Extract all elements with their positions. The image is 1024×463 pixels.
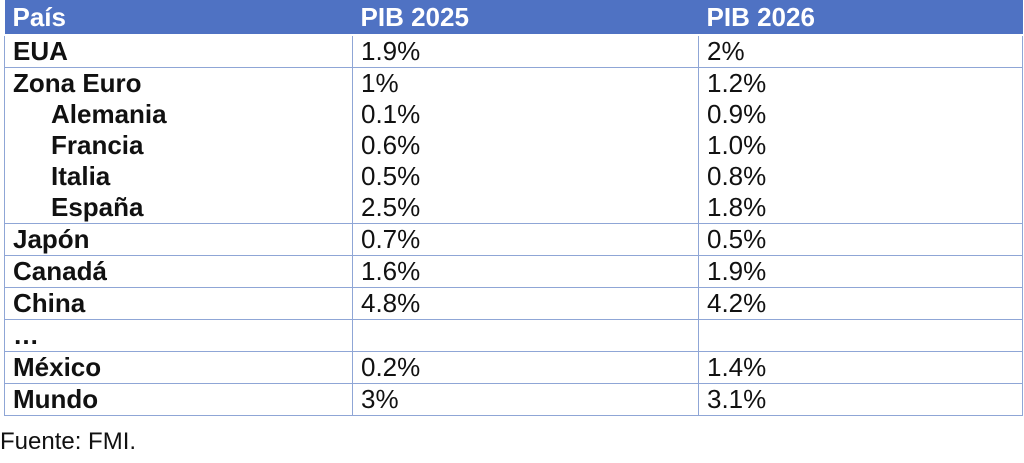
header-pib-2026: PIB 2026	[698, 0, 1023, 36]
pib-2025-cell: 2.5%	[352, 192, 699, 224]
pib-2025-cell: 1.6%	[352, 255, 699, 288]
country-cell: EUA	[4, 34, 353, 68]
pib-2025-cell: 0.6%	[352, 130, 699, 161]
pib-2026-cell: 3.1%	[698, 383, 1023, 416]
pib-2025-cell: 0.5%	[352, 161, 699, 192]
header-pib-2025: PIB 2025	[352, 0, 699, 36]
country-cell: México	[4, 351, 353, 384]
pib-2026-cell: 1.2%	[698, 67, 1023, 99]
pib-2025-cell	[352, 319, 699, 352]
pib-2026-cell: 1.4%	[698, 351, 1023, 384]
country-cell: China	[4, 287, 353, 320]
pib-2026-cell	[698, 319, 1023, 352]
table-body: EUA 1.9% 2% Zona Euro 1% 1.2% Alemania 0.1% 0.9%…	[4, 34, 1023, 416]
gdp-table: País PIB 2025 PIB 2026 EUA 1.9% 2% Zona Eur…	[4, 0, 1023, 416]
country-cell: Canadá	[4, 255, 353, 288]
pib-2025-cell: 0.2%	[352, 351, 699, 384]
table-row: EUA 1.9% 2%	[4, 34, 1023, 68]
country-cell: Zona Euro	[4, 67, 353, 99]
pib-2026-cell: 1.0%	[698, 130, 1023, 161]
pib-2025-cell: 0.7%	[352, 223, 699, 256]
table-row: Alemania 0.1% 0.9%	[4, 99, 1023, 130]
header-row: País PIB 2025 PIB 2026	[4, 0, 1023, 36]
pib-2026-cell: 1.8%	[698, 192, 1023, 224]
pib-2025-cell: 1.9%	[352, 34, 699, 68]
country-cell: España	[4, 192, 353, 224]
table-row: Zona Euro 1% 1.2%	[4, 67, 1023, 99]
table-row: China 4.8% 4.2%	[4, 287, 1023, 320]
pib-2026-cell: 0.9%	[698, 99, 1023, 130]
country-cell: Francia	[4, 130, 353, 161]
pib-2026-cell: 0.8%	[698, 161, 1023, 192]
table-row: Japón 0.7% 0.5%	[4, 223, 1023, 256]
table-row: Italia 0.5% 0.8%	[4, 161, 1023, 192]
pib-2025-cell: 3%	[352, 383, 699, 416]
country-cell: Italia	[4, 161, 353, 192]
pib-2025-cell: 4.8%	[352, 287, 699, 320]
country-cell: Mundo	[4, 383, 353, 416]
table-row: España 2.5% 1.8%	[4, 192, 1023, 224]
pib-2025-cell: 1%	[352, 67, 699, 99]
table-row: México 0.2% 1.4%	[4, 351, 1023, 384]
pib-2026-cell: 1.9%	[698, 255, 1023, 288]
country-cell: Japón	[4, 223, 353, 256]
country-cell: Alemania	[4, 99, 353, 130]
pib-2026-cell: 2%	[698, 34, 1023, 68]
pib-2026-cell: 4.2%	[698, 287, 1023, 320]
country-cell: …	[4, 319, 353, 352]
table-row: …	[4, 319, 1023, 352]
table-row: Canadá 1.6% 1.9%	[4, 255, 1023, 288]
header-pais: País	[4, 0, 353, 36]
source-note: Fuente: FMI.	[0, 428, 137, 455]
table-row: Mundo 3% 3.1%	[4, 383, 1023, 416]
pib-2026-cell: 0.5%	[698, 223, 1023, 256]
table-row: Francia 0.6% 1.0%	[4, 130, 1023, 161]
pib-2025-cell: 0.1%	[352, 99, 699, 130]
